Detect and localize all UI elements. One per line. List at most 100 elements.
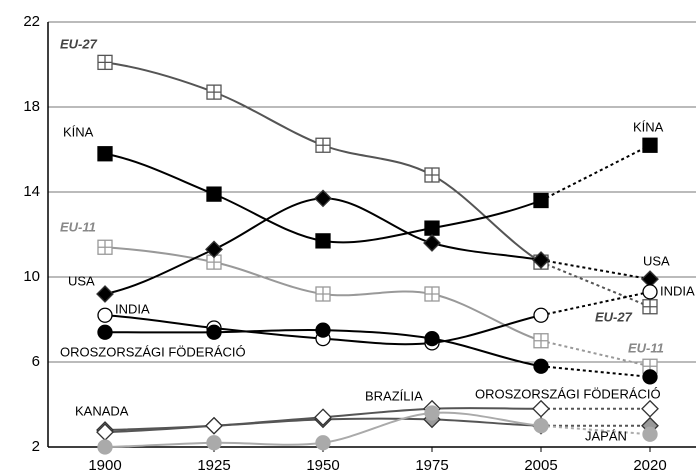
series-label: EU-11 [628, 340, 664, 355]
marker [97, 324, 113, 340]
series-label: USA [643, 253, 670, 268]
marker-shape [641, 399, 659, 418]
series-label: JAPÁN [585, 428, 627, 443]
marker [532, 251, 550, 269]
marker-shape [642, 137, 658, 153]
series-line [104, 61, 542, 263]
marker [314, 189, 332, 208]
series-projection [540, 290, 651, 317]
marker [533, 418, 549, 434]
marker [206, 435, 222, 451]
marker-shape [97, 439, 113, 455]
y-tick-label: 18 [23, 98, 40, 115]
marker-shape [642, 284, 658, 300]
marker [96, 285, 114, 303]
marker [533, 333, 549, 349]
marker-shape [315, 322, 331, 338]
marker-shape [98, 55, 112, 70]
marker [533, 358, 549, 374]
series-label: KÍNA [633, 119, 664, 134]
marker [315, 137, 331, 153]
series-label: BRAZÍLIA [365, 388, 423, 403]
marker [206, 186, 222, 202]
series-projection [540, 259, 651, 281]
x-tick-label: 2020 [633, 457, 666, 474]
series-projection [540, 424, 651, 436]
marker [424, 330, 440, 347]
series-projection [540, 144, 651, 202]
marker-shape [642, 426, 658, 442]
marker [315, 233, 331, 249]
marker-shape [423, 234, 441, 252]
x-tick-label: 1900 [88, 457, 121, 474]
marker-shape [206, 186, 222, 202]
series-label: KANADA [75, 403, 129, 418]
marker [642, 299, 658, 315]
marker [97, 146, 113, 162]
marker-shape [533, 418, 549, 434]
marker [97, 239, 113, 255]
marker-shape [98, 240, 112, 255]
marker-shape [533, 192, 549, 209]
marker-shape [315, 435, 331, 451]
marker [315, 286, 331, 302]
marker-shape [97, 146, 113, 162]
series-label: EU-27 [595, 309, 633, 324]
marker [206, 84, 222, 100]
series-label: OROSZORSZÁGI FÖDERÁCIÓ [60, 344, 246, 359]
y-tick-label: 10 [23, 268, 40, 285]
marker-shape [206, 324, 222, 340]
marker [424, 220, 440, 236]
y-tick-label: 2 [32, 438, 40, 455]
y-tick-label: 14 [23, 183, 40, 200]
marker [532, 399, 550, 418]
marker [642, 369, 658, 385]
series-label: KÍNA [63, 124, 94, 139]
marker-shape [532, 399, 550, 418]
marker [424, 405, 440, 421]
marker-shape [643, 299, 657, 314]
series-label: INDIA [660, 283, 695, 298]
marker-shape [314, 189, 332, 208]
series-projection [540, 339, 651, 368]
marker [424, 286, 440, 302]
marker [533, 192, 549, 209]
marker-shape [533, 307, 549, 323]
x-tick-label: 2005 [524, 457, 557, 474]
marker [641, 399, 659, 418]
marker-shape [315, 233, 331, 249]
series-label: EU-27 [60, 36, 98, 51]
series-projection [540, 261, 651, 308]
marker [205, 416, 223, 435]
marker [423, 234, 441, 252]
marker [314, 408, 332, 427]
marker-shape [96, 285, 114, 303]
series-label: INDIA [115, 301, 150, 316]
marker-shape [316, 287, 330, 301]
marker-shape [97, 307, 113, 323]
marker [97, 54, 113, 71]
marker [642, 137, 658, 153]
marker [206, 324, 222, 340]
marker [97, 307, 113, 323]
marker-shape [533, 358, 549, 374]
marker-shape [425, 168, 439, 182]
x-tick-label: 1975 [415, 457, 448, 474]
marker-shape [205, 416, 223, 435]
y-tick-label: 6 [32, 353, 40, 370]
marker-shape [424, 405, 440, 421]
marker [96, 423, 114, 442]
marker-shape [424, 220, 440, 236]
series-projection [540, 365, 651, 378]
marker [642, 426, 658, 442]
series-label: EU-11 [60, 219, 96, 234]
marker [315, 322, 331, 338]
marker [315, 435, 331, 451]
marker [533, 307, 549, 323]
x-tick-label: 1925 [197, 457, 230, 474]
marker [642, 284, 658, 300]
marker-shape [642, 369, 658, 385]
marker-shape [206, 435, 222, 451]
marker [97, 439, 113, 455]
